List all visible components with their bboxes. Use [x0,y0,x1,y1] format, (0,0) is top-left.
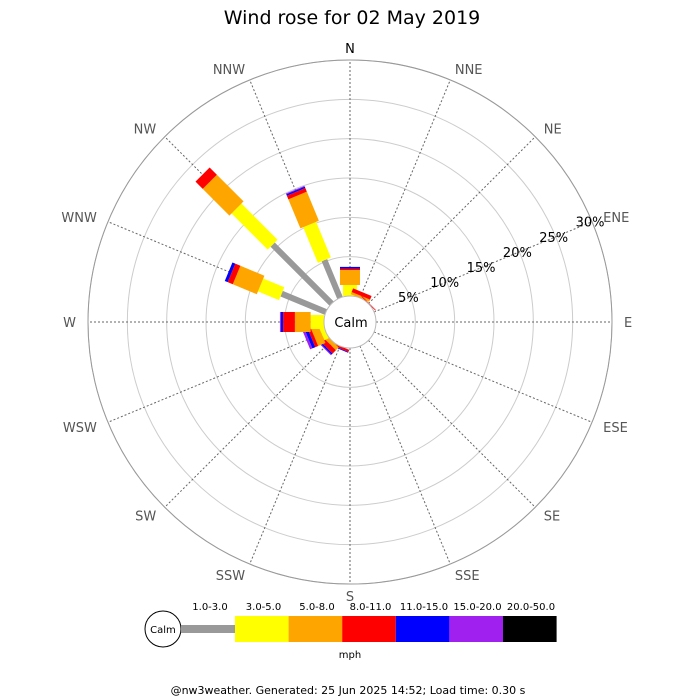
petal-w-bin-2 [294,312,311,332]
direction-label-wsw: WSW [63,421,97,436]
petal-nnw-bin-3 [286,188,307,200]
direction-label-w: W [63,316,76,331]
legend-label-5: 15.0-20.0 [453,602,501,613]
petal-n-bin-1 [343,284,357,296]
direction-label-ese: ESE [603,421,628,436]
direction-label-nw: NW [134,122,157,137]
petal-w-bin-1 [310,315,325,329]
petal-wnw-bin-1 [257,278,285,301]
direction-label-nne: NNE [455,63,483,78]
legend-swatch-0 [181,625,235,633]
legend-label-3: 8.0-11.0 [350,602,392,613]
legend-calm-label: Calm [150,625,176,636]
spoke-wnw [107,221,327,313]
petal-nne-bin-3 [351,288,372,300]
legend-swatch-2 [288,616,343,642]
petal-wnw-bin-0 [280,290,328,315]
direction-spokes [88,60,612,584]
petal-wnw-bin-4 [224,262,236,283]
ring-label-20: 20% [503,246,532,261]
petal-w-bin-4 [280,312,284,332]
petal-nnw-bin-1 [303,221,331,263]
ring-labels: 5% 10% 15% 20% 25% 30% [398,216,604,306]
footer-text: @nw3weather. Generated: 25 Jun 2025 14:5… [171,684,526,697]
direction-label-sw: SW [135,510,156,525]
petal-n-bin-3 [340,268,360,271]
petal-wsw-bin-5 [302,329,313,350]
petal-nnw-bin-4 [286,186,306,196]
calm-circle: Calm [323,295,377,349]
legend-label-4: 11.0-15.0 [400,602,448,613]
chart-title: Wind rose for 02 May 2019 [224,7,481,29]
petal-nw-bin-3 [195,167,217,189]
petal-wnw-bin-2 [232,265,265,295]
petal-nnw-bin-2 [288,191,319,229]
petal-w-bin-5 [279,312,281,332]
petal-w-bin-3 [283,312,295,332]
petal-n-bin-4 [340,266,360,269]
spoke-sse [359,345,451,565]
petal-nnw-bin-5 [285,185,305,195]
grid-ring-10 [244,216,456,428]
petal-wnw-bin-3 [227,263,241,285]
wind-petals [195,167,377,356]
direction-label-n: N [345,42,355,57]
direction-label-wnw: WNW [61,211,97,226]
direction-labels: N NNE NE ENE E ESE SE SSE S SSW SW WSW W WNW NW NNW [61,42,632,605]
legend: Calm 1.0-3.0 3.0-5.0 5.0-8.0 8.0-11.0 11.0-1… [144,602,557,648]
legend-swatch-3 [342,616,396,642]
petal-wsw-bin-4 [304,328,316,349]
petal-nw-bin-2 [202,174,244,216]
outer-ring [87,59,613,585]
spoke-ene [373,221,593,313]
spoke-ese [373,331,593,423]
direction-label-se: SE [544,510,560,525]
petal-nw-bin-1 [231,203,278,250]
direction-label-ne: NE [544,122,562,137]
petal-wsw-bin-3 [307,327,319,348]
legend-label-1: 3.0-5.0 [246,602,281,613]
direction-label-ene: ENE [603,211,629,226]
spoke-nne [359,79,451,299]
legend-swatch-6 [503,616,557,642]
spoke-nnw [249,79,341,299]
spoke-se [368,340,536,508]
legend-label-6: 20.0-50.0 [507,602,555,613]
legend-label-2: 5.0-8.0 [299,602,334,613]
legend-swatch-1 [235,616,289,642]
calm-label: Calm [334,316,367,331]
spoke-ssw [249,345,341,565]
direction-label-nnw: NNW [213,63,245,78]
ring-label-25: 25% [539,231,568,246]
ring-label-30: 30% [576,216,605,231]
ring-label-15: 15% [467,261,496,276]
legend-swatch-4 [395,616,450,642]
petal-nnw-bin-0 [321,259,343,300]
petal-nw-bin-0 [270,242,334,306]
legend-label-0: 1.0-3.0 [192,602,227,613]
ring-label-5: 5% [398,291,419,306]
petal-wsw-bin-2 [310,324,326,347]
petal-wsw-bin-1 [318,325,329,341]
spoke-sw [164,340,332,508]
direction-label-e: E [624,316,632,331]
legend-swatch-5 [449,616,503,642]
petal-n-bin-2 [340,270,360,285]
direction-label-s: S [346,590,354,605]
ring-label-10: 10% [430,276,459,291]
petal-nne-bin-2 [350,291,371,302]
direction-label-sse: SSE [455,569,480,584]
direction-label-ssw: SSW [216,569,246,584]
spoke-ne [368,136,536,304]
legend-unit: mph [339,650,361,661]
spoke-wsw [107,331,327,423]
